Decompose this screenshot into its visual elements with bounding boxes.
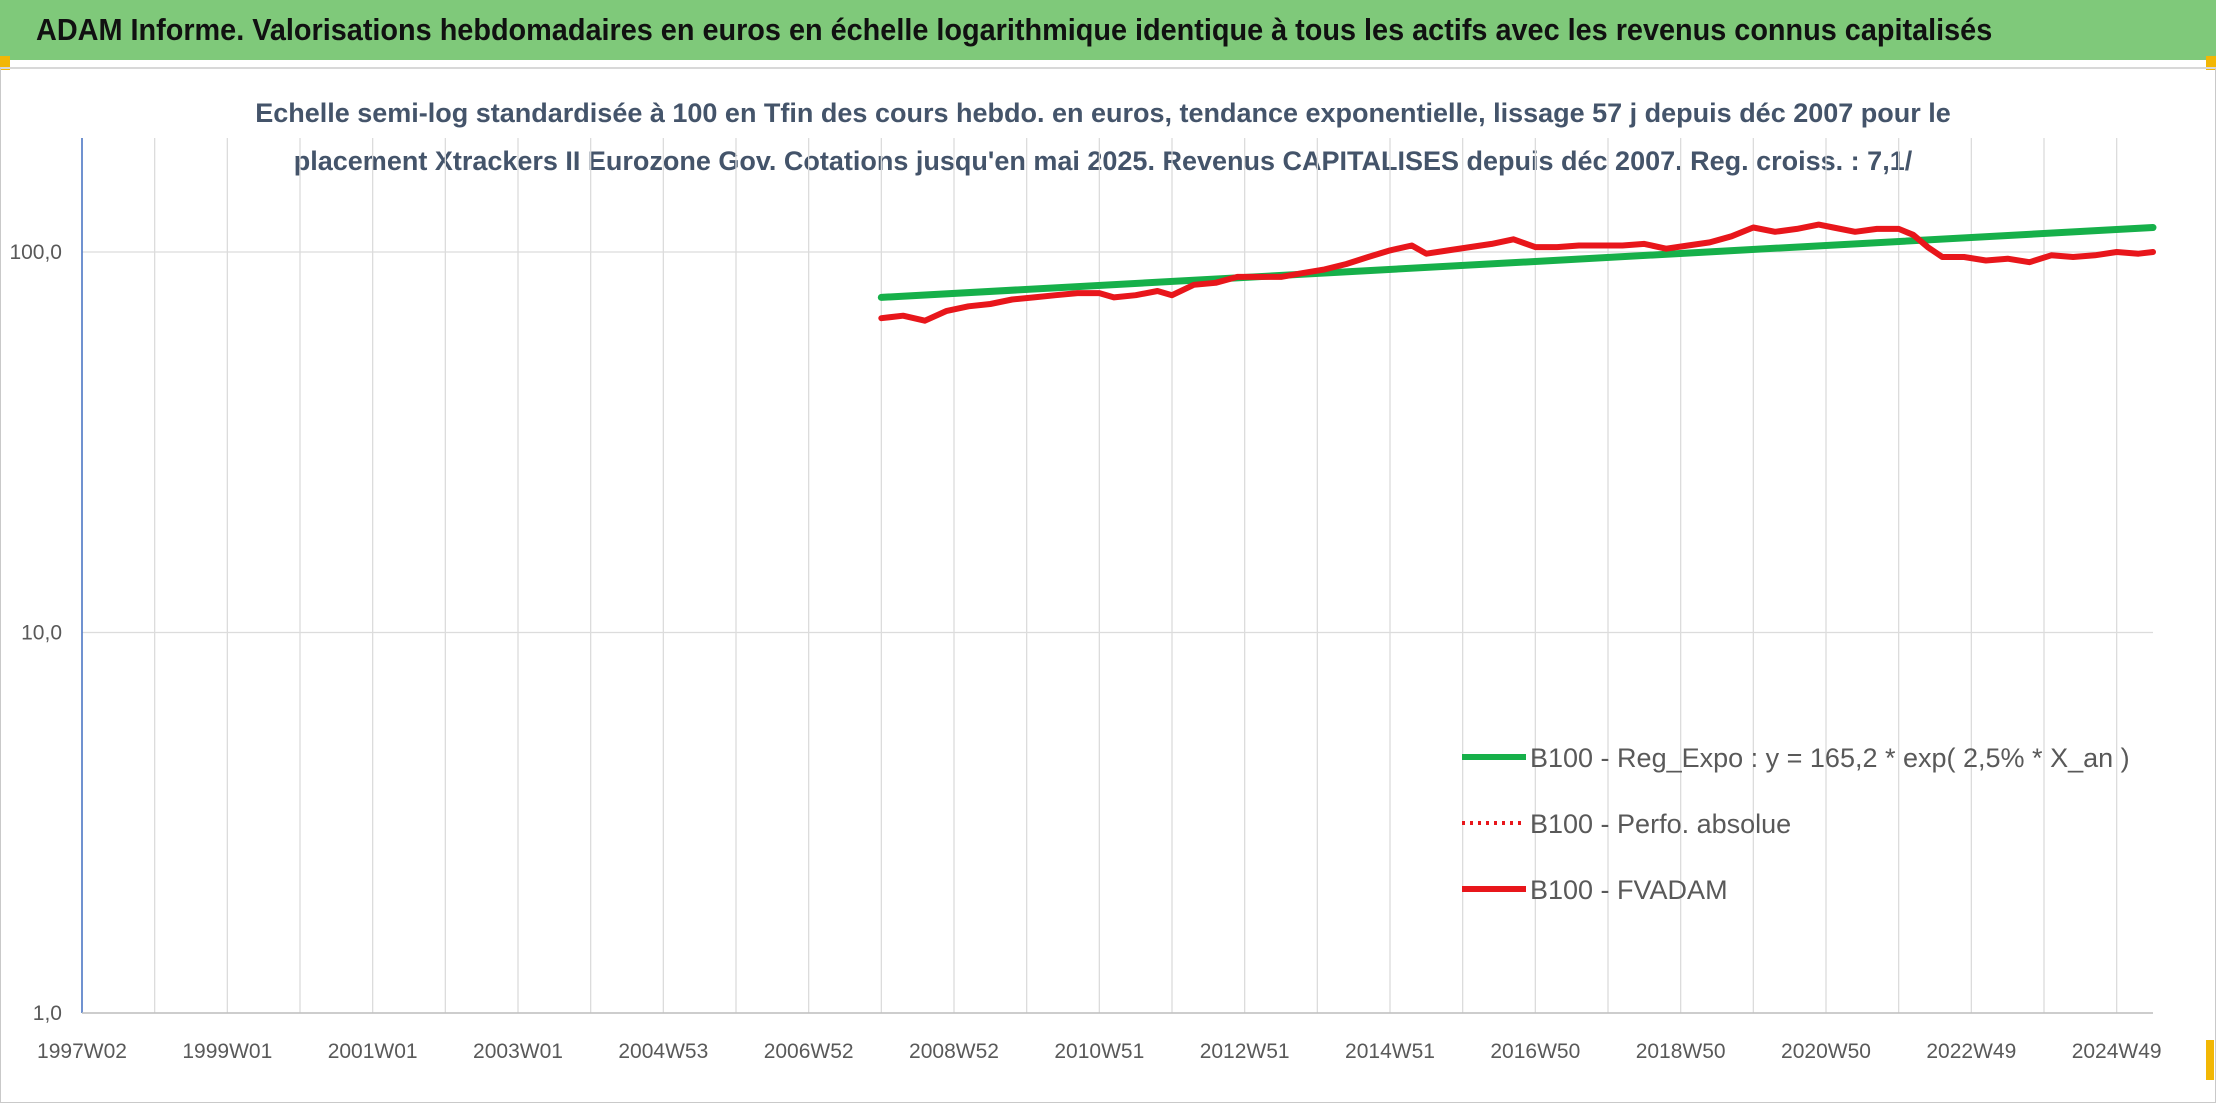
x-tick-label: 2022W49	[1926, 1040, 2016, 1063]
x-tick-label: 2024W49	[2072, 1040, 2162, 1063]
y-tick-label: 1,0	[33, 1002, 62, 1025]
x-tick-label: 2020W50	[1781, 1040, 1871, 1063]
series-line-0	[877, 224, 2157, 301]
header-banner: ADAM Informe. Valorisations hebdomadaire…	[0, 0, 2216, 60]
axes: 1,0 10,0 100,0 1997W02 1999W01 2001W01 2003W01…	[9, 138, 2162, 1063]
x-tick-label: 1997W02	[37, 1040, 127, 1063]
x-tick-label: 1999W01	[182, 1040, 272, 1063]
chart-subtitle-line-1: Echelle semi-log standardisée à 100 en T…	[255, 98, 1951, 128]
x-tick-label: 2001W01	[328, 1040, 418, 1063]
grid	[81, 138, 2153, 1014]
x-tick-label: 2016W50	[1490, 1040, 1580, 1063]
legend-entry-label: B100 - Perfo. absolue	[1530, 809, 1791, 839]
x-tick-label: 2012W51	[1200, 1040, 1290, 1063]
y-tick-label: 100,0	[9, 241, 62, 264]
series-line-2	[878, 221, 2156, 324]
y-tick-label: 10,0	[21, 622, 62, 645]
x-tick-label: 2014W51	[1345, 1040, 1435, 1063]
x-tick-label: 2018W50	[1636, 1040, 1726, 1063]
x-tick-label: 2003W01	[473, 1040, 563, 1063]
corner-marker-top-left	[0, 56, 10, 70]
corner-marker-bottom-right	[2206, 1040, 2214, 1080]
x-tick-label: 2010W51	[1054, 1040, 1144, 1063]
header-title: ADAM Informe. Valorisations hebdomadaire…	[36, 12, 1993, 47]
x-tick-label: 2006W52	[764, 1040, 854, 1063]
legend-entry-label: B100 - FVADAM	[1530, 875, 1728, 905]
corner-marker-top-right	[2206, 56, 2216, 70]
series-layer	[877, 221, 2157, 324]
chart-subtitle-line-2: placement Xtrackers II Eurozone Gov. Cot…	[294, 146, 1913, 176]
x-tick-label: 2004W53	[618, 1040, 708, 1063]
legend: B100 - Reg_Expo : y = 165,2 * exp( 2,5% …	[1462, 743, 2130, 905]
x-tick-label: 2008W52	[909, 1040, 999, 1063]
legend-entry-label: B100 - Reg_Expo : y = 165,2 * exp( 2,5% …	[1530, 743, 2130, 773]
